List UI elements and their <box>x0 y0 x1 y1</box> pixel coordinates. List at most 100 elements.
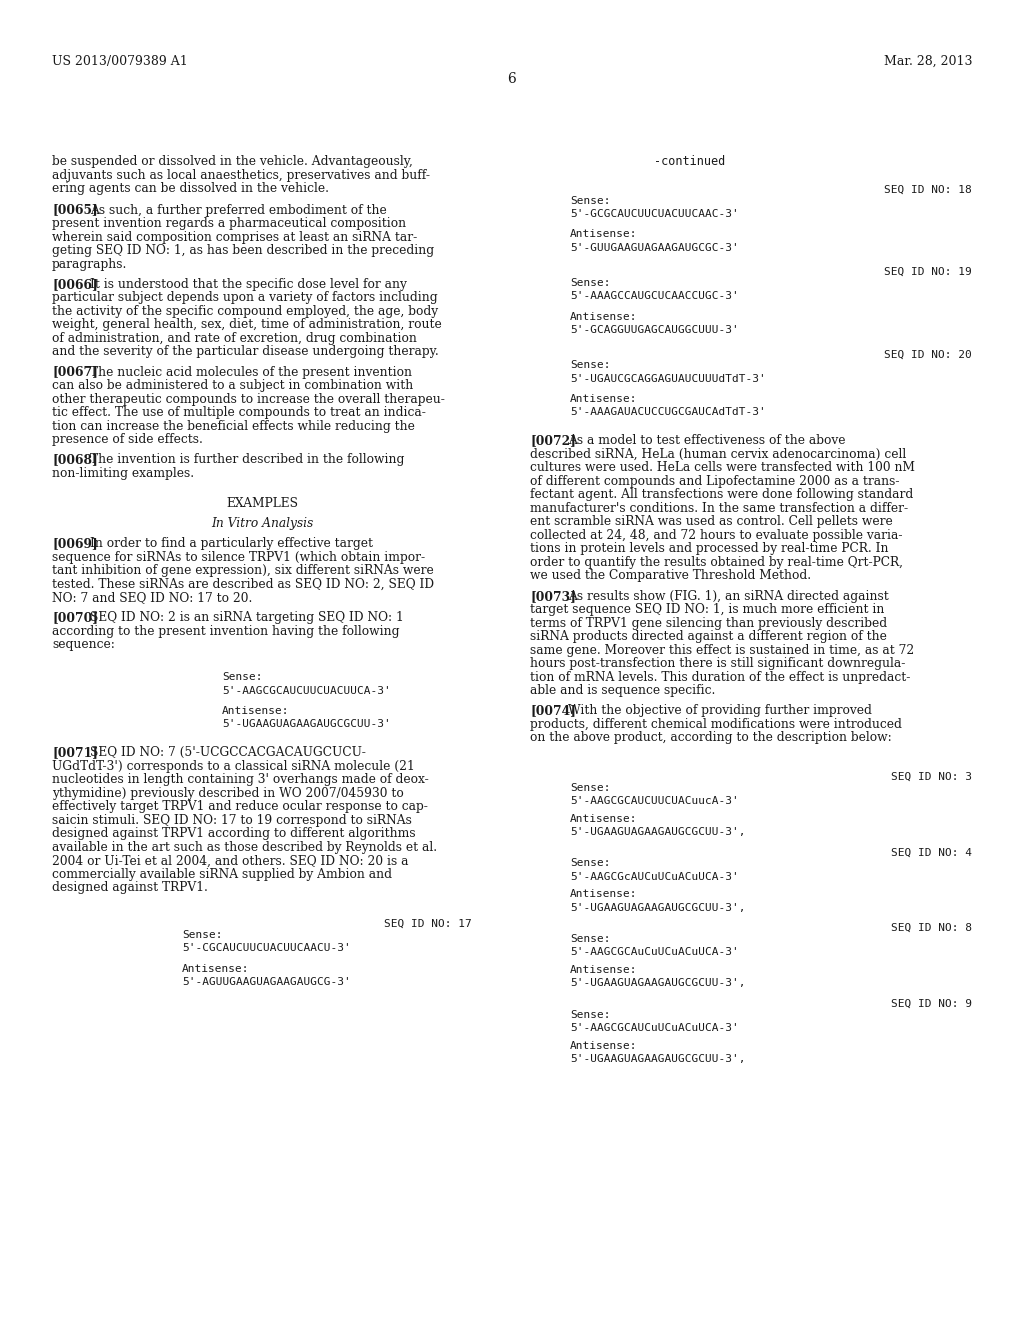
Text: 5'-UGAAGUAGAAGAUGCGCUU-3': 5'-UGAAGUAGAAGAUGCGCUU-3' <box>222 719 391 729</box>
Text: target sequence SEQ ID NO: 1, is much more efficient in: target sequence SEQ ID NO: 1, is much mo… <box>530 603 885 616</box>
Text: designed against TRPV1 according to different algorithms: designed against TRPV1 according to diff… <box>52 828 416 841</box>
Text: Sense:: Sense: <box>570 277 610 288</box>
Text: manufacturer's conditions. In the same transfection a differ-: manufacturer's conditions. In the same t… <box>530 502 908 515</box>
Text: Antisense:: Antisense: <box>570 890 638 899</box>
Text: 5'-GCAGGUUGAGCAUGGCUUU-3': 5'-GCAGGUUGAGCAUGGCUUU-3' <box>570 325 738 335</box>
Text: Antisense:: Antisense: <box>570 1040 638 1051</box>
Text: cultures were used. HeLa cells were transfected with 100 nM: cultures were used. HeLa cells were tran… <box>530 462 915 474</box>
Text: adjuvants such as local anaesthetics, preservatives and buff-: adjuvants such as local anaesthetics, pr… <box>52 169 430 181</box>
Text: according to the present invention having the following: according to the present invention havin… <box>52 624 399 638</box>
Text: 5'-UGAAGUAGAAGAUGCGCUU-3',: 5'-UGAAGUAGAAGAUGCGCUU-3', <box>570 903 745 913</box>
Text: sequence for siRNAs to silence TRPV1 (which obtain impor-: sequence for siRNAs to silence TRPV1 (wh… <box>52 550 425 564</box>
Text: commercially available siRNA supplied by Ambion and: commercially available siRNA supplied by… <box>52 867 392 880</box>
Text: 2004 or Ui-Tei et al 2004, and others. SEQ ID NO: 20 is a: 2004 or Ui-Tei et al 2004, and others. S… <box>52 854 409 867</box>
Text: SEQ ID NO: 7 (5'-UCGCCACGACAUGCUCU-: SEQ ID NO: 7 (5'-UCGCCACGACAUGCUCU- <box>90 746 366 759</box>
Text: The invention is further described in the following: The invention is further described in th… <box>90 453 404 466</box>
Text: 5'-AGUUGAAGUAGAAGAUGCG-3': 5'-AGUUGAAGUAGAAGAUGCG-3' <box>182 977 351 987</box>
Text: tions in protein levels and processed by real-time PCR. In: tions in protein levels and processed by… <box>530 543 889 556</box>
Text: SEQ ID NO: 2 is an siRNA targeting SEQ ID NO: 1: SEQ ID NO: 2 is an siRNA targeting SEQ I… <box>90 611 403 624</box>
Text: siRNA products directed against a different region of the: siRNA products directed against a differ… <box>530 630 887 643</box>
Text: described siRNA, HeLa (human cervix adenocarcinoma) cell: described siRNA, HeLa (human cervix aden… <box>530 447 906 461</box>
Text: [0068]: [0068] <box>52 453 97 466</box>
Text: paragraphs.: paragraphs. <box>52 257 127 271</box>
Text: 6: 6 <box>508 73 516 86</box>
Text: Antisense:: Antisense: <box>570 312 638 322</box>
Text: -continued: -continued <box>654 154 726 168</box>
Text: and the severity of the particular disease undergoing therapy.: and the severity of the particular disea… <box>52 346 438 358</box>
Text: other therapeutic compounds to increase the overall therapeu-: other therapeutic compounds to increase … <box>52 392 444 405</box>
Text: EXAMPLES: EXAMPLES <box>226 496 298 510</box>
Text: [0074]: [0074] <box>530 705 575 718</box>
Text: With the objective of providing further improved: With the objective of providing further … <box>568 705 871 718</box>
Text: saicin stimuli. SEQ ID NO: 17 to 19 correspond to siRNAs: saicin stimuli. SEQ ID NO: 17 to 19 corr… <box>52 814 412 826</box>
Text: the activity of the specific compound employed, the age, body: the activity of the specific compound em… <box>52 305 438 318</box>
Text: SEQ ID NO: 3: SEQ ID NO: 3 <box>891 772 972 781</box>
Text: Sense:: Sense: <box>182 929 222 940</box>
Text: US 2013/0079389 A1: US 2013/0079389 A1 <box>52 55 187 69</box>
Text: tion of mRNA levels. This duration of the effect is unpredact-: tion of mRNA levels. This duration of th… <box>530 671 910 684</box>
Text: As a model to test effectiveness of the above: As a model to test effectiveness of the … <box>568 434 846 447</box>
Text: 5'-AAGCGcAUCuUCuACuUCA-3': 5'-AAGCGcAUCuUCuACuUCA-3' <box>570 871 738 882</box>
Text: Sense:: Sense: <box>222 672 262 682</box>
Text: In Vitro Analysis: In Vitro Analysis <box>211 517 313 529</box>
Text: fectant agent. All transfections were done following standard: fectant agent. All transfections were do… <box>530 488 913 502</box>
Text: nucleotides in length containing 3' overhangs made of deox-: nucleotides in length containing 3' over… <box>52 774 429 787</box>
Text: tion can increase the beneficial effects while reducing the: tion can increase the beneficial effects… <box>52 420 415 433</box>
Text: Sense:: Sense: <box>570 935 610 944</box>
Text: [0067]: [0067] <box>52 366 98 379</box>
Text: SEQ ID NO: 9: SEQ ID NO: 9 <box>891 999 972 1008</box>
Text: Sense:: Sense: <box>570 858 610 869</box>
Text: SEQ ID NO: 4: SEQ ID NO: 4 <box>891 847 972 858</box>
Text: of administration, and rate of excretion, drug combination: of administration, and rate of excretion… <box>52 331 417 345</box>
Text: 5'-GCGCAUCUUCUACUUCAAC-3': 5'-GCGCAUCUUCUACUUCAAC-3' <box>570 209 738 219</box>
Text: As results show (FIG. 1), an siRNA directed against: As results show (FIG. 1), an siRNA direc… <box>568 590 889 603</box>
Text: Sense:: Sense: <box>570 360 610 370</box>
Text: sequence:: sequence: <box>52 639 115 651</box>
Text: Antisense:: Antisense: <box>222 706 290 715</box>
Text: As such, a further preferred embodiment of the: As such, a further preferred embodiment … <box>90 203 387 216</box>
Text: 5'-UGAUCGCAGGAGUAUCUUUdTdT-3': 5'-UGAUCGCAGGAGUAUCUUUdTdT-3' <box>570 374 766 384</box>
Text: on the above product, according to the description below:: on the above product, according to the d… <box>530 731 892 744</box>
Text: can also be administered to a subject in combination with: can also be administered to a subject in… <box>52 379 414 392</box>
Text: presence of side effects.: presence of side effects. <box>52 433 203 446</box>
Text: NO: 7 and SEQ ID NO: 17 to 20.: NO: 7 and SEQ ID NO: 17 to 20. <box>52 591 252 605</box>
Text: ering agents can be dissolved in the vehicle.: ering agents can be dissolved in the veh… <box>52 182 329 195</box>
Text: 5'-AAAGCCAUGCUCAACCUGC-3': 5'-AAAGCCAUGCUCAACCUGC-3' <box>570 292 738 301</box>
Text: SEQ ID NO: 20: SEQ ID NO: 20 <box>885 350 972 359</box>
Text: [0073]: [0073] <box>530 590 575 603</box>
Text: Antisense:: Antisense: <box>182 964 250 974</box>
Text: 5'-AAGCGCAuCuUCuACuUCA-3': 5'-AAGCGCAuCuUCuACuUCA-3' <box>570 948 738 957</box>
Text: [0072]: [0072] <box>530 434 575 447</box>
Text: UGdTdT-3') corresponds to a classical siRNA molecule (21: UGdTdT-3') corresponds to a classical si… <box>52 760 415 772</box>
Text: 5'-UGAAGUAGAAGAUGCGCUU-3',: 5'-UGAAGUAGAAGAUGCGCUU-3', <box>570 828 745 837</box>
Text: Antisense:: Antisense: <box>570 965 638 975</box>
Text: particular subject depends upon a variety of factors including: particular subject depends upon a variet… <box>52 292 437 305</box>
Text: SEQ ID NO: 17: SEQ ID NO: 17 <box>384 919 472 929</box>
Text: weight, general health, sex, diet, time of administration, route: weight, general health, sex, diet, time … <box>52 318 441 331</box>
Text: Antisense:: Antisense: <box>570 393 638 404</box>
Text: SEQ ID NO: 18: SEQ ID NO: 18 <box>885 185 972 195</box>
Text: 5'-GUUGAAGUAGAAGAUGCGC-3': 5'-GUUGAAGUAGAAGAUGCGC-3' <box>570 243 738 252</box>
Text: 5'-AAAGAUACUCCUGCGAUCAdTdT-3': 5'-AAAGAUACUCCUGCGAUCAdTdT-3' <box>570 408 766 417</box>
Text: Mar. 28, 2013: Mar. 28, 2013 <box>884 55 972 69</box>
Text: wherein said composition comprises at least an siRNA tar-: wherein said composition comprises at le… <box>52 231 417 244</box>
Text: products, different chemical modifications were introduced: products, different chemical modificatio… <box>530 718 902 731</box>
Text: collected at 24, 48, and 72 hours to evaluate possible varia-: collected at 24, 48, and 72 hours to eva… <box>530 529 902 543</box>
Text: of different compounds and Lipofectamine 2000 as a trans-: of different compounds and Lipofectamine… <box>530 475 899 488</box>
Text: geting SEQ ID NO: 1, as has been described in the preceding: geting SEQ ID NO: 1, as has been describ… <box>52 244 434 257</box>
Text: [0065]: [0065] <box>52 203 97 216</box>
Text: [0066]: [0066] <box>52 277 97 290</box>
Text: available in the art such as those described by Reynolds et al.: available in the art such as those descr… <box>52 841 437 854</box>
Text: be suspended or dissolved in the vehicle. Advantageously,: be suspended or dissolved in the vehicle… <box>52 154 413 168</box>
Text: [0070]: [0070] <box>52 611 98 624</box>
Text: 5'-UGAAGUAGAAGAUGCGCUU-3',: 5'-UGAAGUAGAAGAUGCGCUU-3', <box>570 978 745 989</box>
Text: hours post-transfection there is still significant downregula-: hours post-transfection there is still s… <box>530 657 905 671</box>
Text: Sense:: Sense: <box>570 783 610 793</box>
Text: The nucleic acid molecules of the present invention: The nucleic acid molecules of the presen… <box>90 366 412 379</box>
Text: 5'-CGCAUCUUCUACUUCAACU-3': 5'-CGCAUCUUCUACUUCAACU-3' <box>182 944 351 953</box>
Text: Antisense:: Antisense: <box>570 814 638 824</box>
Text: designed against TRPV1.: designed against TRPV1. <box>52 882 208 895</box>
Text: ent scramble siRNA was used as control. Cell pellets were: ent scramble siRNA was used as control. … <box>530 515 893 528</box>
Text: 5'-UGAAGUAGAAGAUGCGCUU-3',: 5'-UGAAGUAGAAGAUGCGCUU-3', <box>570 1055 745 1064</box>
Text: 5'-AAGCGCAUCUUCUACUUCA-3': 5'-AAGCGCAUCUUCUACUUCA-3' <box>222 685 391 696</box>
